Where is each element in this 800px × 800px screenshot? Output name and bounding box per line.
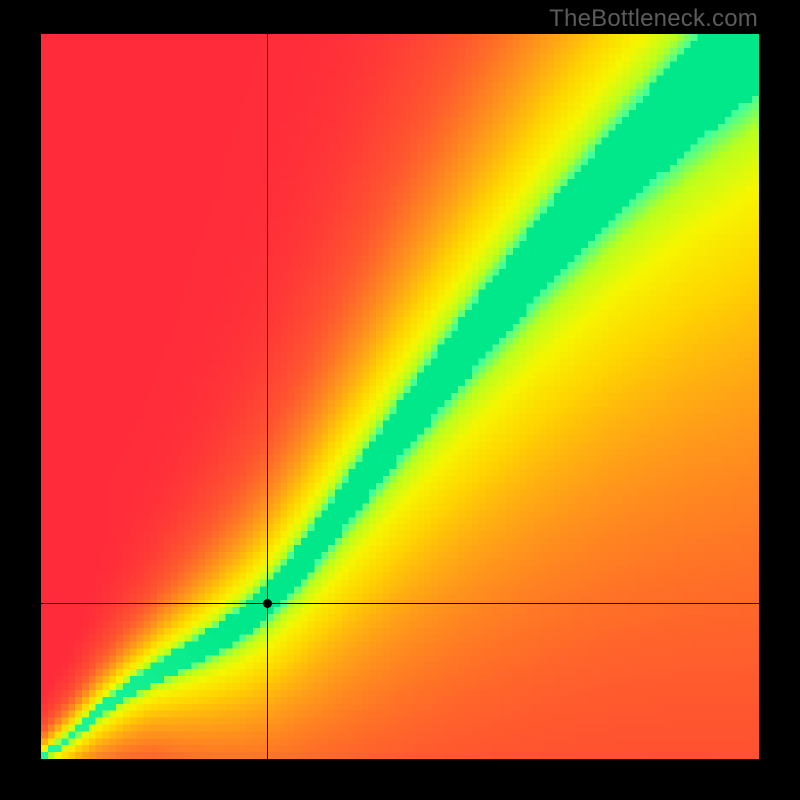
bottleneck-heatmap (41, 34, 759, 759)
crosshair-horizontal (41, 603, 759, 604)
marker-dot (263, 599, 272, 608)
crosshair-vertical (267, 34, 268, 759)
watermark-text: TheBottleneck.com (549, 5, 758, 33)
